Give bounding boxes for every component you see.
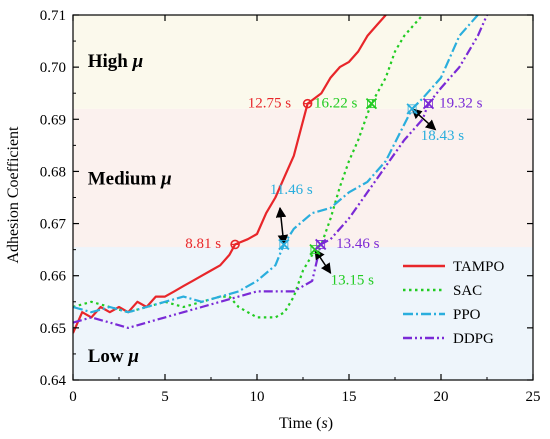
annotation-markers: 8.81 s 12.75 s 16.22 s 11.46 s 18.43 s 13.15 … bbox=[185, 95, 482, 288]
legend-label-sac: SAC bbox=[453, 283, 482, 299]
y-tick-label: 0.69 bbox=[40, 112, 66, 128]
x-tick-label: 15 bbox=[342, 389, 357, 405]
annotation-label-tampo: 8.81 s bbox=[185, 236, 221, 252]
series-line-ddpg bbox=[73, 15, 489, 329]
legend-label-ppo: PPO bbox=[453, 307, 481, 323]
x-tick-label: 10 bbox=[250, 389, 265, 405]
x-tick-label: 25 bbox=[526, 389, 541, 405]
annotation-label-ppo: 18.43 s bbox=[421, 128, 465, 144]
region-label-medium: Medium μ bbox=[88, 168, 172, 189]
legend-label-ddpg: DDPG bbox=[453, 331, 494, 347]
region-band-medium bbox=[73, 108, 533, 248]
y-axis-title: Adhesion Coefficient bbox=[5, 126, 22, 264]
annotation-label-ddpg: 13.46 s bbox=[336, 236, 380, 252]
marker-cross-stroke-b bbox=[422, 98, 435, 110]
x-axis-title: Time (s) bbox=[279, 415, 333, 432]
marker-cross-ddpg bbox=[422, 98, 435, 110]
y-tick-label: 0.66 bbox=[40, 269, 67, 285]
y-tick-label: 0.71 bbox=[40, 8, 66, 24]
marker-cross-ppo bbox=[278, 238, 290, 251]
marker-cross-box bbox=[279, 240, 289, 249]
marker-cross-box bbox=[316, 240, 326, 249]
annotation-arrow bbox=[275, 206, 289, 246]
marker-cross-stroke-b bbox=[278, 238, 290, 251]
x-axis-title-variable: s bbox=[321, 415, 327, 432]
region-label-mu: μ bbox=[160, 168, 172, 189]
region-label-word: Medium bbox=[88, 168, 161, 189]
region-band-low bbox=[73, 247, 533, 380]
marker-cross-sac bbox=[365, 98, 378, 110]
x-axis-title-main: Time ( bbox=[279, 415, 322, 432]
y-tick-label: 0.65 bbox=[40, 321, 66, 337]
annotation-label-sac: 13.15 s bbox=[331, 273, 375, 289]
marker-cross-box bbox=[367, 99, 376, 109]
region-label-word: Low bbox=[88, 346, 129, 367]
tick-labels: 0 5 10 15 20 25 0.64 0.65 0.66 0.67 0.68 0.69 0.70 0.… bbox=[40, 8, 541, 405]
annotation-label-ppo: 11.46 s bbox=[270, 182, 313, 198]
y-tick-label: 0.64 bbox=[40, 373, 67, 389]
axes bbox=[72, 14, 534, 381]
x-tick-label: 20 bbox=[434, 389, 449, 405]
y-tick-label: 0.70 bbox=[40, 60, 66, 76]
annotation-label-ddpg: 19.32 s bbox=[439, 95, 483, 111]
region-label-mu: μ bbox=[132, 51, 144, 72]
series-line-tampo bbox=[73, 15, 387, 334]
marker-cross-ddpg bbox=[315, 238, 327, 251]
marker-cross-box bbox=[407, 104, 417, 114]
legend-label-tampo: TAMPO bbox=[453, 259, 504, 275]
y-tick-label: 0.67 bbox=[40, 217, 67, 233]
marker-cross-stroke-b bbox=[315, 238, 327, 251]
x-tick-label: 0 bbox=[69, 389, 77, 405]
region-band-high bbox=[73, 15, 533, 109]
x-axis-title-end: ) bbox=[328, 415, 333, 432]
annotation-label-sac: 16.22 s bbox=[314, 95, 358, 111]
region-label-word: High bbox=[88, 51, 133, 72]
x-tick-label: 5 bbox=[161, 389, 169, 405]
annotation-label-tampo: 12.75 s bbox=[248, 95, 291, 111]
region-label-high: High μ bbox=[88, 51, 143, 72]
marker-cross-stroke-b bbox=[406, 103, 418, 115]
mu-regions bbox=[73, 15, 533, 380]
region-label-low: Low μ bbox=[88, 346, 139, 367]
marker-cross-box bbox=[424, 99, 433, 109]
legend: TAMPO SAC PPO DDPG bbox=[403, 259, 504, 347]
marker-cross-box bbox=[310, 245, 320, 255]
marker-cross-ppo bbox=[406, 103, 418, 115]
region-label-mu: μ bbox=[127, 346, 139, 367]
marker-cross-stroke-b bbox=[365, 98, 378, 110]
y-tick-label: 0.68 bbox=[40, 164, 66, 180]
